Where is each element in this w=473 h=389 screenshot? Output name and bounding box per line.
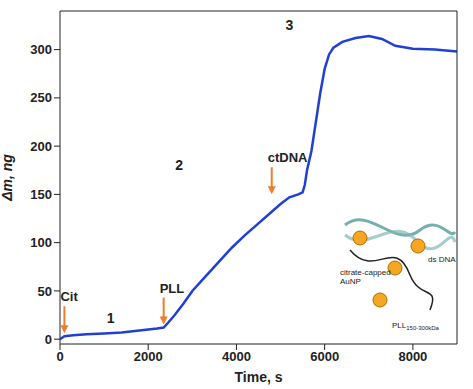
svg-text:Time, s: Time, s	[235, 369, 283, 385]
svg-text:300: 300	[30, 42, 52, 57]
svg-text:4000: 4000	[222, 349, 251, 364]
svg-text:8000: 8000	[398, 349, 427, 364]
svg-text:50: 50	[38, 284, 52, 299]
svg-text:0: 0	[45, 332, 52, 347]
svg-text:150: 150	[30, 187, 52, 202]
svg-text:ctDNA: ctDNA	[268, 150, 308, 165]
svg-text:PLL150-300kDa: PLL150-300kDa	[392, 321, 440, 331]
svg-text:ds DNA: ds DNA	[428, 255, 456, 264]
svg-text:250: 250	[30, 90, 52, 105]
svg-text:6000: 6000	[310, 349, 339, 364]
svg-text:citrate-capped: citrate-capped	[340, 268, 391, 277]
svg-text:2: 2	[175, 157, 183, 173]
svg-text:AuNP: AuNP	[340, 277, 361, 286]
svg-text:Cit: Cit	[60, 289, 78, 304]
svg-text:200: 200	[30, 139, 52, 154]
svg-text:0: 0	[56, 349, 63, 364]
svg-text:3: 3	[285, 17, 293, 33]
svg-text:2000: 2000	[134, 349, 163, 364]
svg-text:1: 1	[107, 310, 115, 326]
svg-text:100: 100	[30, 235, 52, 250]
svg-text:PLL: PLL	[160, 281, 185, 296]
svg-text:Δm, ng: Δm, ng	[0, 154, 15, 202]
